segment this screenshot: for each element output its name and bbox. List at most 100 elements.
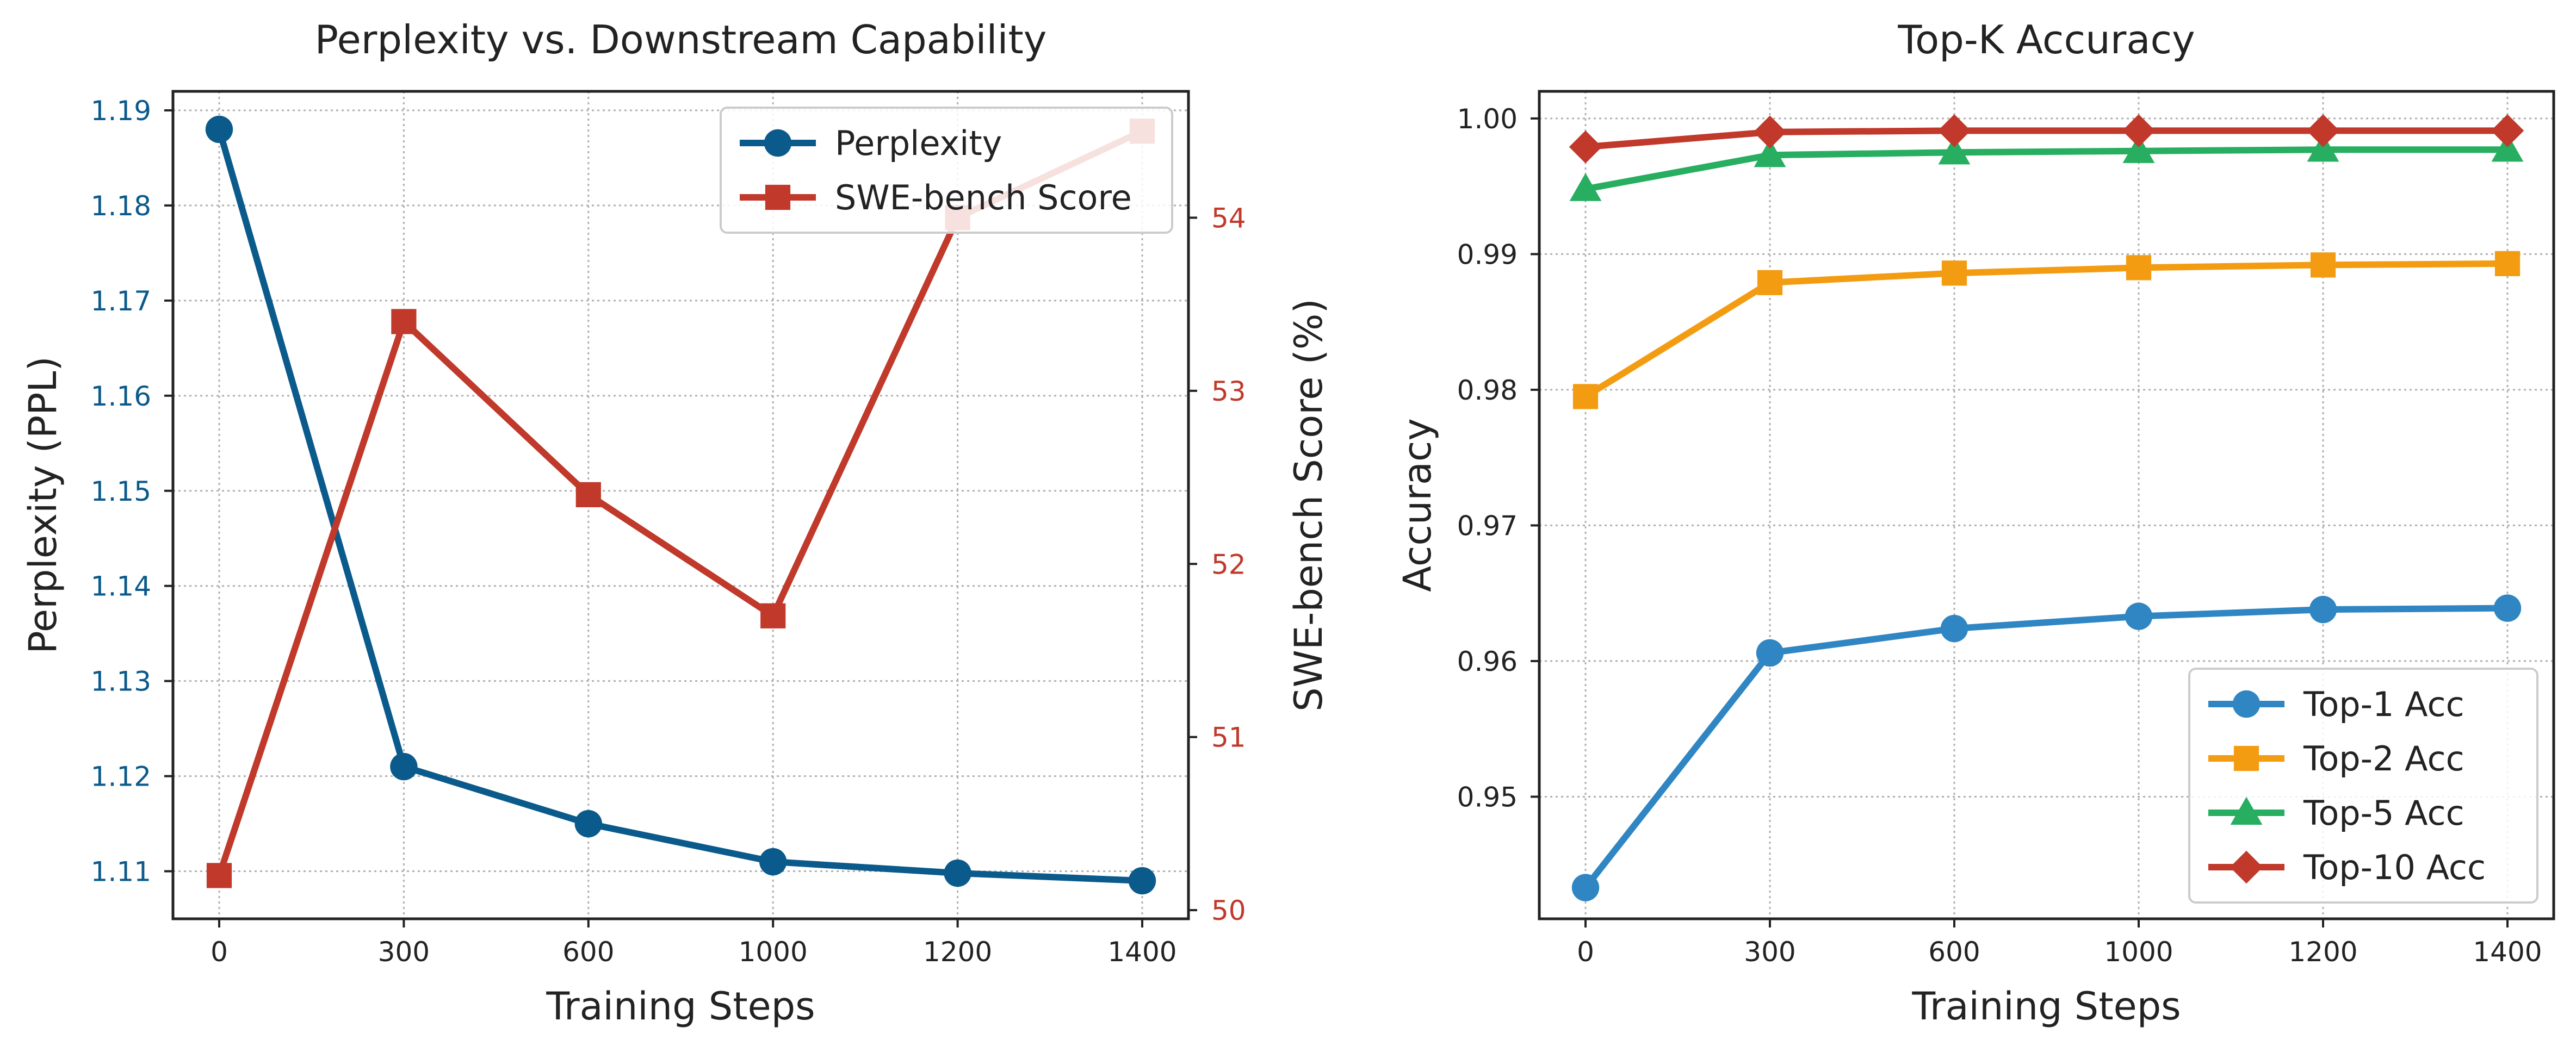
- y2-axis-label: SWE-bench Score (%): [1286, 298, 1331, 712]
- data-point: [1757, 270, 1783, 295]
- data-point: [2493, 594, 2522, 622]
- legend-marker: [2230, 796, 2263, 825]
- y-tick-label: 0.96: [1457, 646, 1518, 677]
- data-point: [391, 309, 417, 334]
- data-point: [390, 752, 418, 781]
- x-axis-label: Training Steps: [546, 984, 815, 1029]
- data-point: [1937, 114, 1971, 147]
- y-tick-label: 1.14: [91, 571, 151, 602]
- legend-label: Top-10 Acc: [2303, 848, 2486, 887]
- series-line-perplexity: [216, 128, 1143, 885]
- chart-1: Perplexity vs. Downstream Capability 0 300…: [21, 17, 1331, 1029]
- legend-label: Perplexity: [835, 123, 1002, 163]
- data-point: [944, 859, 971, 887]
- y-tick-label: 1.18: [91, 190, 151, 222]
- data-point: [1571, 874, 1600, 901]
- x-tick-label: 300: [378, 936, 430, 968]
- x-tick-label: 600: [1928, 936, 1980, 968]
- y-tick-label: 1.16: [91, 381, 151, 412]
- y-tick-label: 0.97: [1457, 510, 1518, 541]
- data-point: [1572, 384, 1599, 409]
- chart-title: Top-K Accuracy: [1897, 17, 2195, 63]
- legend-label: Top-5 Acc: [2303, 793, 2464, 833]
- legend-marker: [2233, 745, 2259, 771]
- data-point: [2125, 602, 2153, 630]
- y2-tick-label: 54: [1211, 202, 1246, 234]
- y-tick-label: 1.11: [91, 856, 151, 888]
- chart-title: Perplexity vs. Downstream Capability: [315, 17, 1047, 63]
- x-tick-label: 0: [210, 936, 228, 968]
- y-tick-label: 0.99: [1457, 239, 1518, 270]
- data-point: [575, 482, 601, 507]
- legend-label: Top-1 Acc: [2303, 684, 2464, 724]
- data-point: [1941, 260, 1967, 286]
- y-tick-label: 1.12: [91, 761, 151, 793]
- legend-label: Top-2 Acc: [2303, 739, 2464, 779]
- x-tick-label: 0: [1577, 936, 1594, 968]
- y2-tick-label: 51: [1211, 722, 1246, 754]
- chart-2: Top-K Accuracy 0 300 600 1000 1200 1400 Trainin…: [1395, 17, 2555, 1029]
- data-point: [760, 603, 786, 628]
- series-line-top-2-acc: [1583, 260, 2508, 400]
- legend-marker: [2230, 850, 2263, 884]
- axes-frame: [1538, 90, 2555, 920]
- y-tick-label: 1.19: [91, 95, 151, 127]
- y2-tick-label: 53: [1211, 376, 1246, 407]
- y-tick-label: 1.15: [91, 476, 151, 507]
- data-point: [1569, 130, 1602, 164]
- data-point: [1940, 614, 1968, 643]
- data-point: [1754, 139, 1786, 167]
- y-tick-label: 1.13: [91, 666, 151, 698]
- legend: Top-1 Acc Top-2 Acc Top-5 Acc Top-10 Acc: [2188, 668, 2538, 904]
- legend-label: SWE-bench Score: [835, 178, 1132, 217]
- legend-box: [720, 107, 1173, 234]
- axes-frame: [171, 90, 1190, 920]
- legend: Perplexity SWE-bench Score: [720, 107, 1173, 234]
- series-line-top-10-acc: [1585, 127, 2507, 151]
- data-point: [1938, 136, 1971, 165]
- data-point: [1128, 867, 1156, 895]
- y-axis-label: Accuracy: [1395, 418, 1440, 592]
- data-point: [2309, 595, 2337, 624]
- data-point: [2310, 252, 2336, 278]
- y-axis-label: Perplexity (PPL): [21, 356, 65, 653]
- legend-marker: [2232, 690, 2261, 718]
- data-point: [2307, 133, 2339, 162]
- legend-box: [2188, 668, 2538, 904]
- data-point: [2494, 251, 2521, 276]
- y-tick-label: 1.00: [1457, 103, 1518, 135]
- x-tick-label: 1000: [739, 936, 808, 968]
- data-point: [1569, 173, 1602, 201]
- legend-marker: [764, 129, 792, 157]
- series-line-swe-bench-score: [216, 128, 1144, 877]
- legend-marker: [765, 184, 791, 210]
- data-point: [574, 810, 603, 838]
- y2-tick-label: 50: [1211, 895, 1246, 926]
- data-point: [205, 115, 233, 144]
- x-axis-label: Training Steps: [1911, 984, 2181, 1029]
- x-tick-label: 1400: [2473, 936, 2542, 968]
- data-point: [1753, 115, 1787, 149]
- data-point: [2491, 133, 2524, 162]
- data-point: [2126, 255, 2152, 281]
- data-point: [1756, 639, 1784, 667]
- y2-tick-label: 52: [1211, 549, 1246, 580]
- series-line-top-5-acc: [1584, 146, 2507, 192]
- data-point: [2122, 135, 2155, 163]
- y-tick-label: 0.98: [1457, 375, 1518, 406]
- data-point: [206, 863, 232, 888]
- data-point: [759, 848, 787, 876]
- series-line-top-1-acc: [1583, 605, 2508, 890]
- data-point: [2306, 114, 2340, 147]
- x-tick-label: 1000: [2104, 936, 2173, 968]
- x-tick-label: 1200: [2288, 936, 2357, 968]
- x-tick-label: 1200: [923, 936, 992, 968]
- x-tick-label: 600: [562, 936, 614, 968]
- y-tick-label: 0.95: [1457, 781, 1518, 813]
- data-point: [2491, 114, 2524, 147]
- x-tick-label: 300: [1744, 936, 1795, 968]
- x-tick-label: 1400: [1107, 936, 1176, 968]
- data-point: [2122, 114, 2156, 147]
- y-tick-label: 1.17: [91, 285, 151, 317]
